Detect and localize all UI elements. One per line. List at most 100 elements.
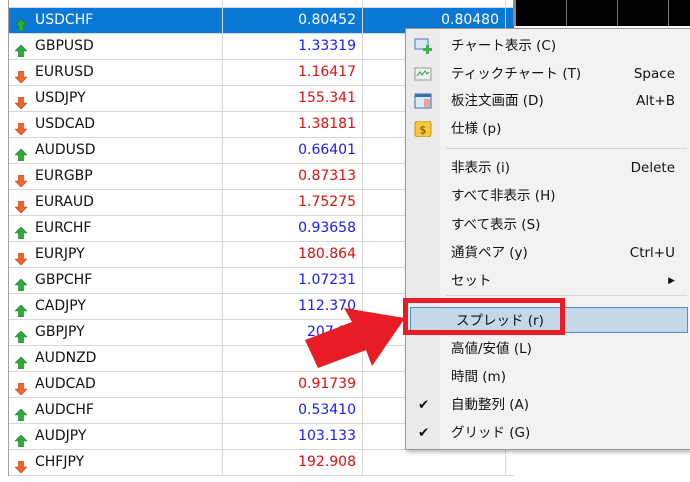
symbol: USDJPY (35, 90, 86, 106)
arrow-down-icon (14, 249, 28, 265)
menu-item-label: 通貨ペア (y) (451, 245, 528, 261)
menu-item-g[interactable]: ✔ グリッド (G) (406, 420, 689, 446)
menu-item-r[interactable]: スプレッド (r) (410, 307, 688, 333)
menu-item-s[interactable]: すべて表示 (S) (406, 212, 689, 238)
arrow-up-icon (14, 275, 28, 291)
symbol: GBPUSD (35, 38, 94, 54)
symbol: AUDCAD (35, 376, 96, 392)
arrow-up-icon (14, 353, 28, 369)
menu-item-p[interactable]: $ 仕様 (p) (406, 116, 689, 142)
bid-price: 0.66401 (223, 138, 363, 163)
arrow-up-icon (14, 223, 28, 239)
checkmark-icon: ✔ (418, 397, 430, 413)
bid-price: 0.53410 (223, 398, 363, 423)
bid-price: 155.341 (223, 86, 363, 111)
table-row[interactable]: CHFJPY 192.908 (9, 450, 514, 476)
menu-item-shortcut: Space (633, 66, 675, 82)
arrow-down-icon (14, 379, 28, 395)
chart-area[interactable] (513, 0, 690, 26)
table-row[interactable]: USDCAD 1.38181 (9, 112, 514, 138)
symbol: AUDNZD (35, 350, 97, 366)
symbol: AUDCHF (35, 402, 94, 418)
menu-item-shortcut: Delete (630, 160, 675, 176)
bid-price: 192.908 (223, 450, 363, 475)
menu-item-label: 仕様 (p) (451, 121, 502, 137)
submenu-arrow-icon: ▶ (668, 276, 675, 286)
bid-price: 180.864 (223, 242, 363, 267)
menu-item-label: セット (451, 273, 492, 289)
arrow-up-icon (14, 431, 28, 447)
bid-price: 0.93658 (223, 216, 363, 241)
table-header-row (9, 0, 514, 8)
menu-item-l[interactable]: 高値/安値 (L) (406, 336, 689, 362)
symbol: EURGBP (35, 168, 93, 184)
arrow-down-icon (14, 457, 28, 473)
symbol: USDCAD (35, 116, 96, 132)
symbol: GBPJPY (35, 324, 85, 340)
menu-item-t[interactable]: ティックチャート (T) Space (406, 61, 689, 87)
menu-item-label: チャート表示 (C) (451, 38, 557, 54)
symbol: GBPCHF (35, 272, 93, 288)
menu-item-label: 非表示 (i) (451, 160, 511, 176)
table-row[interactable]: EURAUD 1.75275 (9, 190, 514, 216)
bid-price: 1.33319 (223, 34, 363, 59)
menu-item-label: 高値/安値 (L) (451, 341, 532, 357)
menu-item-label: スプレッド (r) (456, 313, 544, 329)
menu-item-a[interactable]: ✔ 自動整列 (A) (406, 392, 689, 418)
bid-price (223, 346, 363, 371)
menu-item-label: すべて表示 (S) (451, 217, 541, 233)
table-row[interactable]: EURCHF 0.93658 (9, 216, 514, 242)
table-row[interactable]: GBPUSD 1.33319 (9, 34, 514, 60)
menu-item-y[interactable]: 通貨ペア (y) Ctrl+U (406, 240, 689, 266)
arrow-up-icon (14, 145, 28, 161)
symbol: EURCHF (35, 220, 92, 236)
bid-price: 1.07231 (223, 268, 363, 293)
svg-text:$: $ (420, 124, 427, 137)
symbol: AUDUSD (35, 142, 96, 158)
table-row[interactable]: GBPCHF 1.07231 (9, 268, 514, 294)
menu-item-m[interactable]: 時間 (m) (406, 364, 689, 390)
bid-price: 1.16417 (223, 60, 363, 85)
menu-item-label: ティックチャート (T) (451, 66, 582, 82)
ask-price (363, 450, 506, 475)
context-menu: チャート表示 (C) ティックチャート (T) Space 板注文画面 (D) Alt+… (405, 28, 690, 450)
bid-price: 1.38181 (223, 112, 363, 137)
symbol: EURUSD (35, 64, 94, 80)
annotation-arrow-icon (305, 308, 405, 368)
menu-item-i[interactable]: 非表示 (i) Delete (406, 155, 689, 181)
table-row[interactable]: USDJPY 155.341 (9, 86, 514, 112)
menu-item-label: 時間 (m) (451, 369, 506, 385)
menu-item-shortcut: Ctrl+U (629, 245, 675, 261)
menu-item-label: 自動整列 (A) (451, 397, 530, 413)
ask-price: 0.80480 (363, 8, 506, 33)
menu-item-h[interactable]: すべて非表示 (H) (406, 183, 689, 209)
menu-item-d[interactable]: 板注文画面 (D) Alt+B (406, 88, 689, 114)
table-row[interactable]: EURJPY 180.864 (9, 242, 514, 268)
symbol: CHFJPY (35, 454, 85, 470)
table-row[interactable]: EURGBP 0.87313 (9, 164, 514, 190)
bid-price: 103.133 (223, 424, 363, 449)
arrow-up-icon (14, 405, 28, 421)
menu-item-label: すべて非表示 (H) (451, 188, 556, 204)
arrow-down-icon (14, 171, 28, 187)
arrow-up-icon (14, 327, 28, 343)
menu-item-label: グリッド (G) (451, 425, 531, 441)
table-row[interactable]: CADJPY 112.370 (9, 294, 514, 320)
bid-price: 0.91739 (223, 372, 363, 397)
bid-price: 1.75275 (223, 190, 363, 215)
menu-item-label: 板注文画面 (D) (451, 93, 544, 109)
checkmark-icon: ✔ (418, 425, 430, 441)
symbol: CADJPY (35, 298, 86, 314)
table-row[interactable]: AUDUSD 0.66401 (9, 138, 514, 164)
arrow-down-icon (14, 93, 28, 109)
arrow-down-icon (14, 67, 28, 83)
menu-item-shortcut: Alt+B (636, 93, 675, 109)
menu-separator (446, 295, 687, 296)
menu-item-c[interactable]: チャート表示 (C) (406, 33, 689, 59)
arrow-down-icon (14, 119, 28, 135)
menu-item-8[interactable]: セット ▶ (406, 268, 689, 294)
bid-price: 112.370 (223, 294, 363, 319)
symbol: USDCHF (35, 12, 94, 28)
table-row[interactable]: AUDCHF 0.53410 (9, 398, 514, 424)
arrow-up-icon (14, 301, 28, 317)
